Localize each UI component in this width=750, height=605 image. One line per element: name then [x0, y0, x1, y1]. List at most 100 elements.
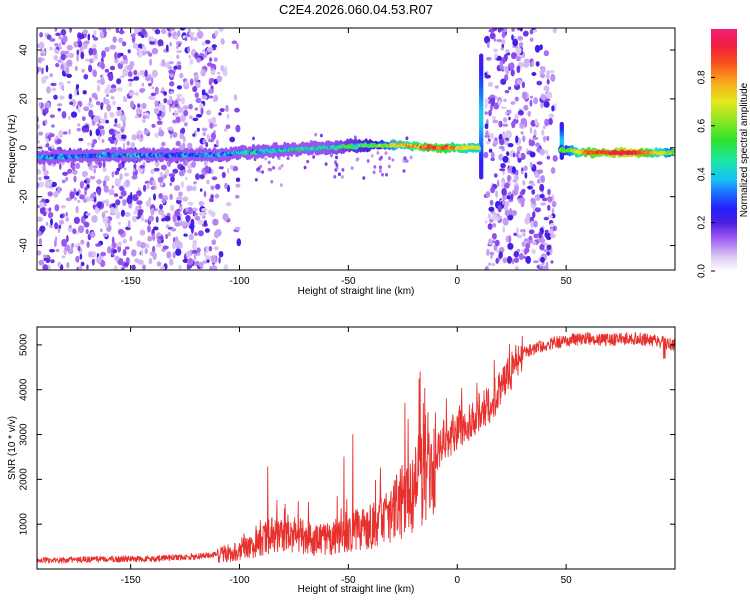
- noise-blob: [505, 49, 510, 53]
- noise-blob: [123, 167, 127, 171]
- noise-blob: [384, 151, 388, 155]
- noise-blob: [540, 101, 544, 109]
- noise-blob: [105, 199, 109, 207]
- noise-blob: [517, 35, 524, 41]
- noise-blob: [161, 197, 166, 204]
- noise-blob: [68, 224, 72, 229]
- noise-blob: [541, 66, 546, 74]
- noise-blob: [504, 74, 509, 81]
- noise-blob: [93, 168, 96, 174]
- noise-blob: [490, 255, 493, 259]
- noise-blob: [38, 259, 45, 266]
- noise-blob: [153, 226, 159, 231]
- noise-blob: [89, 58, 93, 64]
- noise-blob: [540, 202, 547, 206]
- noise-blob: [88, 109, 94, 118]
- noise-blob: [272, 166, 276, 170]
- noise-blob: [210, 255, 217, 264]
- noise-blob: [538, 231, 542, 239]
- noise-blob: [153, 193, 156, 201]
- noise-blob: [163, 91, 168, 96]
- noise-blob: [169, 97, 173, 105]
- noise-blob: [194, 78, 197, 83]
- noise-blob: [38, 57, 43, 64]
- noise-blob: [116, 78, 122, 85]
- noise-blob: [506, 256, 513, 264]
- noise-blobs: [37, 28, 558, 270]
- noise-blob: [111, 171, 115, 178]
- noise-blob: [220, 65, 225, 72]
- noise-blob: [523, 104, 529, 111]
- colorbar-tick-label: 0.2: [697, 215, 708, 229]
- noise-blob: [46, 86, 51, 94]
- noise-blob: [353, 135, 357, 139]
- noise-blob: [510, 193, 514, 201]
- noise-blob: [142, 112, 150, 116]
- noise-blob: [75, 84, 80, 89]
- noise-blob: [161, 28, 167, 35]
- noise-blob: [149, 40, 156, 45]
- noise-blob: [138, 43, 141, 49]
- noise-blob: [77, 105, 81, 113]
- noise-blob: [49, 38, 56, 42]
- noise-blob: [37, 66, 40, 74]
- spectrogram-frame: [36, 27, 676, 271]
- noise-blob: [500, 78, 507, 85]
- noise-blob: [502, 217, 509, 226]
- noise-blob: [147, 225, 151, 233]
- noise-blob: [537, 169, 544, 174]
- noise-blob: [511, 258, 515, 265]
- noise-blob: [38, 102, 42, 107]
- noise-blob: [169, 133, 173, 139]
- noise-blob: [507, 86, 512, 91]
- y-tick-label: -20: [19, 189, 30, 204]
- noise-blob: [185, 207, 189, 213]
- noise-blob: [174, 221, 180, 227]
- noise-blob: [170, 227, 177, 232]
- noise-blob: [66, 44, 73, 51]
- noise-blob: [174, 240, 182, 247]
- noise-blob: [83, 74, 89, 80]
- y-tick-label: 20: [19, 93, 30, 105]
- noise-blob: [141, 102, 147, 110]
- noise-blob: [523, 61, 530, 68]
- noise-blob: [183, 160, 187, 165]
- noise-blob: [222, 68, 228, 77]
- noise-blob: [148, 82, 152, 87]
- noise-blob: [388, 156, 391, 160]
- noise-blob: [86, 264, 89, 270]
- noise-blob: [199, 174, 205, 180]
- noise-blob: [84, 189, 87, 196]
- noise-blob: [502, 199, 505, 206]
- noise-blob: [286, 156, 290, 160]
- noise-blob: [543, 100, 550, 108]
- noise-blob: [518, 153, 522, 159]
- noise-blob: [387, 164, 391, 169]
- noise-blob: [188, 103, 193, 110]
- noise-blob: [550, 260, 554, 264]
- noise-blob: [110, 96, 115, 100]
- noise-blob: [69, 191, 75, 199]
- noise-blob: [213, 123, 218, 127]
- noise-blob: [48, 133, 55, 138]
- noise-blob: [355, 157, 359, 162]
- noise-blob: [494, 85, 499, 89]
- noise-blob: [61, 85, 65, 91]
- noise-blob: [106, 104, 112, 112]
- noise-blob: [502, 117, 508, 123]
- spectral-ridge: [37, 138, 675, 166]
- noise-blob: [89, 197, 94, 202]
- x-tick-label: 0: [454, 575, 460, 586]
- noise-blob: [508, 116, 511, 121]
- noise-blob: [104, 46, 110, 53]
- noise-blob: [84, 186, 88, 191]
- noise-blob: [259, 164, 263, 169]
- noise-blob: [176, 93, 183, 98]
- noise-blob: [103, 179, 107, 187]
- noise-blob: [81, 116, 86, 122]
- noise-blob: [533, 129, 537, 137]
- noise-blob: [494, 53, 498, 59]
- noise-blob: [108, 188, 115, 196]
- noise-blob: [142, 114, 147, 119]
- noise-blob: [499, 168, 506, 172]
